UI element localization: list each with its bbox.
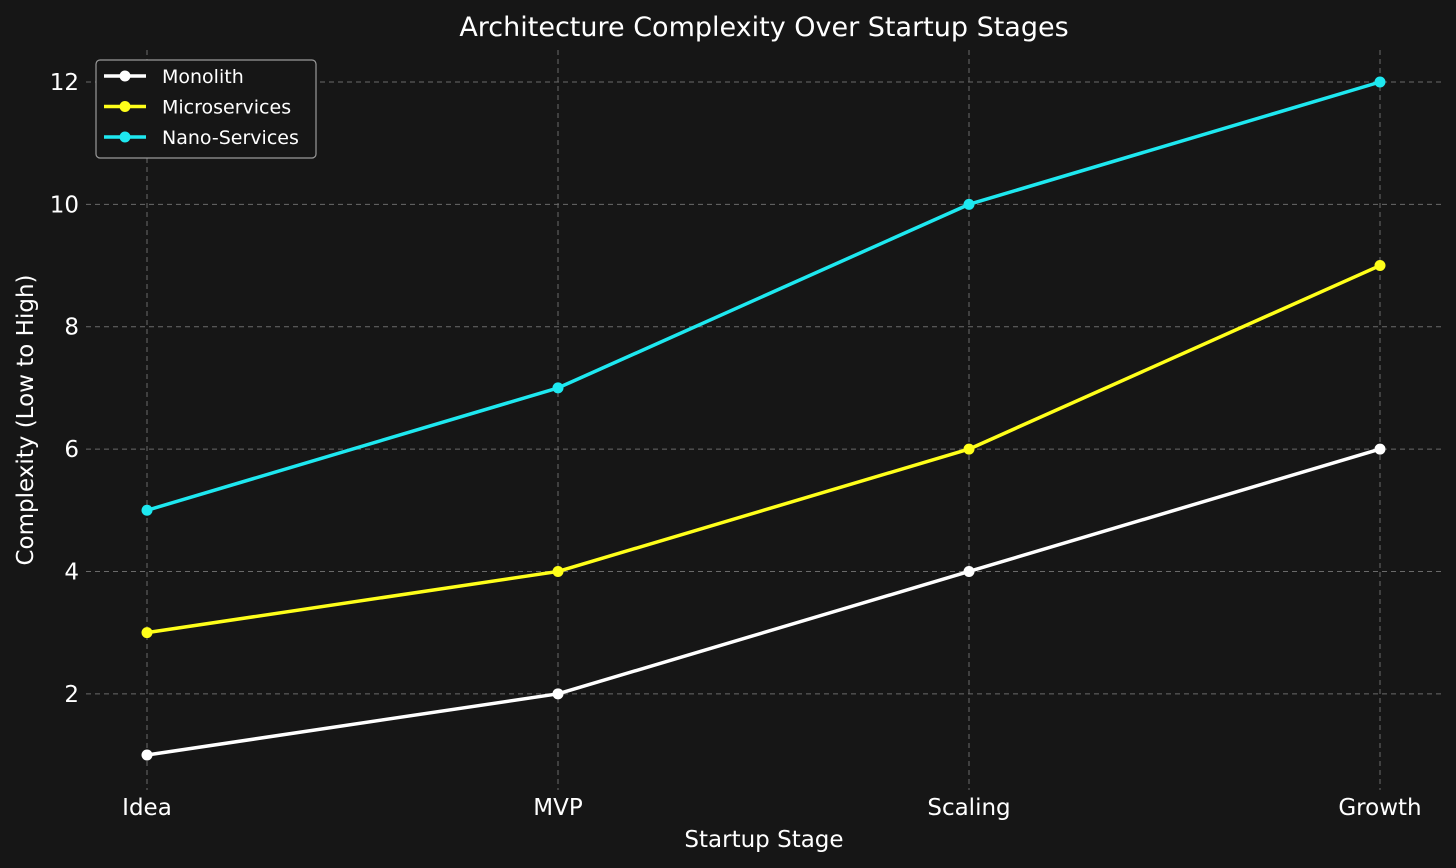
grid: [86, 50, 1442, 790]
x-tick-label-idea: Idea: [122, 795, 172, 821]
y-tick-label-6: 6: [64, 437, 79, 463]
point-nano-services-scaling: [963, 198, 975, 210]
point-monolith-scaling: [963, 565, 975, 577]
x-tick-label-growth: Growth: [1338, 795, 1421, 821]
point-monolith-growth: [1374, 443, 1386, 455]
y-tick-label-2: 2: [64, 682, 79, 708]
y-tick-label-4: 4: [64, 559, 79, 585]
x-axis-label: Startup Stage: [684, 827, 843, 853]
x-tick-labels: Idea MVP Scaling Growth: [122, 795, 1421, 821]
chart-title: Architecture Complexity Over Startup Sta…: [459, 12, 1068, 43]
x-tick-label-scaling: Scaling: [927, 795, 1010, 821]
y-tick-label-10: 10: [50, 192, 79, 218]
y-tick-label-12: 12: [50, 70, 79, 96]
point-microservices-mvp: [552, 565, 564, 577]
legend-item-nano-services: Nano-Services: [104, 127, 299, 149]
legend-label-nano-services: Nano-Services: [162, 127, 299, 149]
legend-label-monolith: Monolith: [162, 66, 244, 88]
series-nano-services: [141, 76, 1386, 516]
point-microservices-idea: [141, 627, 153, 639]
point-microservices-growth: [1374, 260, 1386, 272]
y-axis-label: Complexity (Low to High): [13, 274, 39, 565]
series-layer: [141, 76, 1386, 761]
legend-item-monolith: Monolith: [104, 66, 244, 88]
point-microservices-scaling: [963, 443, 975, 455]
legend-item-microservices: Microservices: [104, 97, 291, 119]
series-line-nano-services: [146, 80, 1381, 512]
legend-marker-monolith: [119, 70, 131, 82]
series-microservices: [141, 260, 1386, 639]
legend-marker-nano-services: [119, 131, 131, 143]
series-monolith: [141, 443, 1386, 761]
legend-box: [95, 59, 317, 159]
series-line-monolith: [146, 447, 1381, 757]
x-tick-label-mvp: MVP: [533, 795, 583, 821]
y-tick-label-8: 8: [64, 315, 79, 341]
series-line-microservices: [146, 263, 1381, 635]
point-monolith-idea: [141, 749, 153, 761]
legend-label-microservices: Microservices: [162, 97, 291, 119]
point-nano-services-growth: [1374, 76, 1386, 88]
point-nano-services-idea: [141, 504, 153, 516]
point-nano-services-mvp: [552, 382, 564, 394]
point-monolith-mvp: [552, 688, 564, 700]
y-tick-labels: 2 4 6 8 10 12: [50, 70, 79, 708]
legend: Monolith Microservices Nano-Services: [95, 59, 317, 159]
legend-marker-microservices: [119, 101, 131, 112]
